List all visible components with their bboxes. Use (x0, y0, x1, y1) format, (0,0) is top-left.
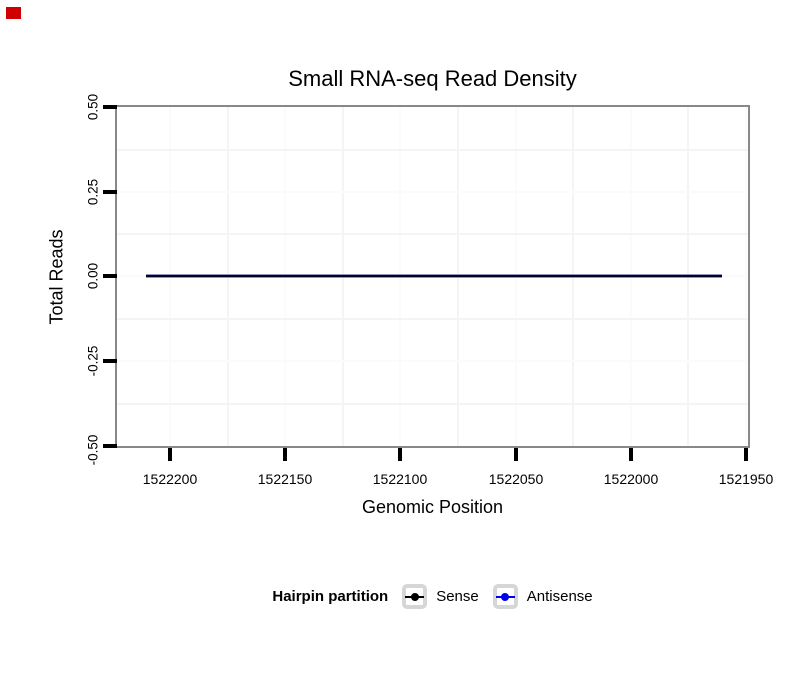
legend-label-sense: Sense (436, 588, 479, 605)
x-tick-label: 1522000 (603, 471, 659, 487)
legend-label-antisense: Antisense (526, 588, 593, 605)
x-tick-label: 1522100 (372, 471, 428, 487)
legend-key-antisense (492, 584, 518, 609)
gridline (117, 149, 748, 151)
plot-panel (115, 105, 750, 448)
y-tick (103, 359, 117, 363)
x-tick-label: 1522200 (142, 471, 198, 487)
x-tick (168, 448, 172, 461)
gridline (117, 191, 748, 193)
gridline (117, 360, 748, 362)
chart-title: Small RNA-seq Read Density (288, 66, 577, 91)
x-tick-label: 1522050 (488, 471, 544, 487)
x-tick-label: 1521950 (718, 471, 774, 487)
y-tick (103, 444, 117, 448)
legend-title: Hairpin partition (272, 588, 389, 605)
x-tick (514, 448, 518, 461)
gridline (117, 403, 748, 405)
antisense-point-icon (501, 592, 510, 601)
gridline (117, 318, 748, 320)
y-tick (103, 274, 117, 278)
x-axis-title: Genomic Position (361, 497, 504, 517)
x-tick (744, 448, 748, 461)
x-tick-label: 1522150 (257, 471, 313, 487)
legend: Hairpin partition Sense Antisense (117, 578, 748, 615)
y-tick (103, 105, 117, 109)
x-tick (629, 448, 633, 461)
y-tick (103, 190, 117, 194)
gridline (117, 233, 748, 235)
red-marker (6, 7, 21, 19)
x-tick (283, 448, 287, 461)
sense-point-icon (410, 592, 419, 601)
legend-key-sense (402, 584, 428, 609)
x-tick (398, 448, 402, 461)
series-line-zero (146, 274, 722, 278)
